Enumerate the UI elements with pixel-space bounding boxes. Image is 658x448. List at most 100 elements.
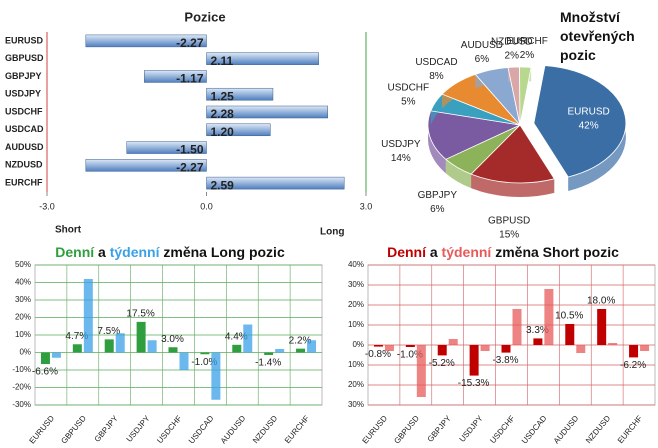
x-tick-label: GBPUSD [392,414,421,446]
bar [85,159,207,172]
category-label: EURCHF [5,177,43,187]
value-label: -6.6% [32,367,58,378]
value-label: -5.2% [429,358,455,369]
value-label: 17.5% [126,309,154,320]
x-tick-label: USDCAD [187,414,216,446]
category-label: GBPUSD [5,53,44,63]
y-tick-label: 20% [348,300,364,309]
x-tick-label: USDCAD [520,414,549,446]
value-label: 7.5% [97,326,120,337]
title-part: Denní [55,244,95,260]
y-tick-label: 30% [15,295,31,304]
y-tick-label: 30% [348,400,364,409]
value-label: 1.20 [211,125,235,139]
bar [296,348,306,353]
x-right-label: Long [320,227,344,238]
bar [179,352,189,370]
y-tick-label: 20% [348,380,364,389]
y-tick-label: 0% [352,340,364,349]
bar [544,289,554,345]
value-label: 2.28 [211,107,235,121]
value-label: -1.0% [191,357,217,368]
bar [144,70,207,83]
bar [416,345,426,397]
bar [533,338,543,345]
value-label: -2.27 [176,36,204,50]
bar [469,345,479,376]
title-part: změna Short pozic [495,244,619,260]
bar [565,324,575,345]
bar [126,141,207,154]
x-tick-label: 0.0 [200,201,213,211]
y-tick-label: 10% [348,360,364,369]
bar [200,352,210,355]
bar [115,333,125,353]
x-tick-label: -3.0 [39,201,55,211]
value-label: -15.3% [458,378,490,389]
y-tick-label: 20% [15,313,31,322]
value-label: -1.17 [176,72,204,86]
x-tick-label: GBPJPY [426,413,454,443]
bar [576,345,586,353]
pie-slice [470,124,555,184]
value-label: 18.0% [587,296,615,307]
pie-label: USDCHF [387,83,429,94]
category-label: AUDUSD [5,142,44,152]
bar [206,105,328,119]
bar [243,324,253,353]
value-label: 2.59 [211,178,235,192]
title-part: týdenní [110,244,161,260]
value-label: -6.2% [620,360,646,371]
pie-value: 2% [520,50,535,61]
pie-label: NZDUSD [491,36,533,47]
bar [437,345,447,356]
x-tick-label: AUDUSD [552,414,581,446]
bar [629,345,639,358]
x-tick-label: 3.0 [360,201,373,211]
pie-title: Množství otevřených pozic [560,9,635,63]
y-tick-label: 10% [348,320,364,329]
value-label: 1.25 [211,89,235,103]
pie-label: AUDUSD [461,40,503,51]
plot-frame [367,264,656,406]
x-left-label: Short [55,225,82,236]
pie-value: 5% [401,97,416,108]
bar [211,352,221,400]
pie-label: USDJPY [381,139,421,150]
bar [608,343,618,345]
value-label: 3.3% [526,325,549,336]
chart-title: Denní a týdenní změna Long pozic [55,244,285,260]
title-part: změna Long pozic [163,244,285,260]
y-tick-label: 50% [15,260,31,269]
category-label: EURUSD [5,35,44,45]
title-part: a [430,244,438,260]
bar [168,347,178,353]
x-tick-label: EURUSD [27,414,56,446]
bar [104,339,114,353]
bar [206,176,345,190]
x-tick-label: NZDUSD [584,414,612,445]
value-label: 2.11 [211,54,234,68]
value-label: -1.4% [255,358,281,369]
pie-value: 15% [499,229,519,240]
bar [83,279,93,353]
value-label: -1.50 [176,143,204,157]
pie-value: 8% [429,71,444,82]
pie-value: 14% [391,153,411,164]
value-label: 10.5% [555,311,583,322]
pie-slice [427,110,522,160]
value-label: 2.2% [289,335,312,346]
y-tick-label: 10% [15,330,31,339]
bar [480,345,490,351]
bar [72,344,82,353]
pie-label: USDCAD [415,57,457,68]
bar [373,345,383,347]
bar [206,123,271,137]
category-label: USDCAD [5,124,44,134]
x-tick-label: USDJPY [125,413,153,443]
value-label: -1.0% [397,350,423,361]
pie-label: GBPJPY [418,190,458,201]
x-tick-label: NZDUSD [251,414,279,445]
x-tick-label: EURCHF [283,414,311,445]
